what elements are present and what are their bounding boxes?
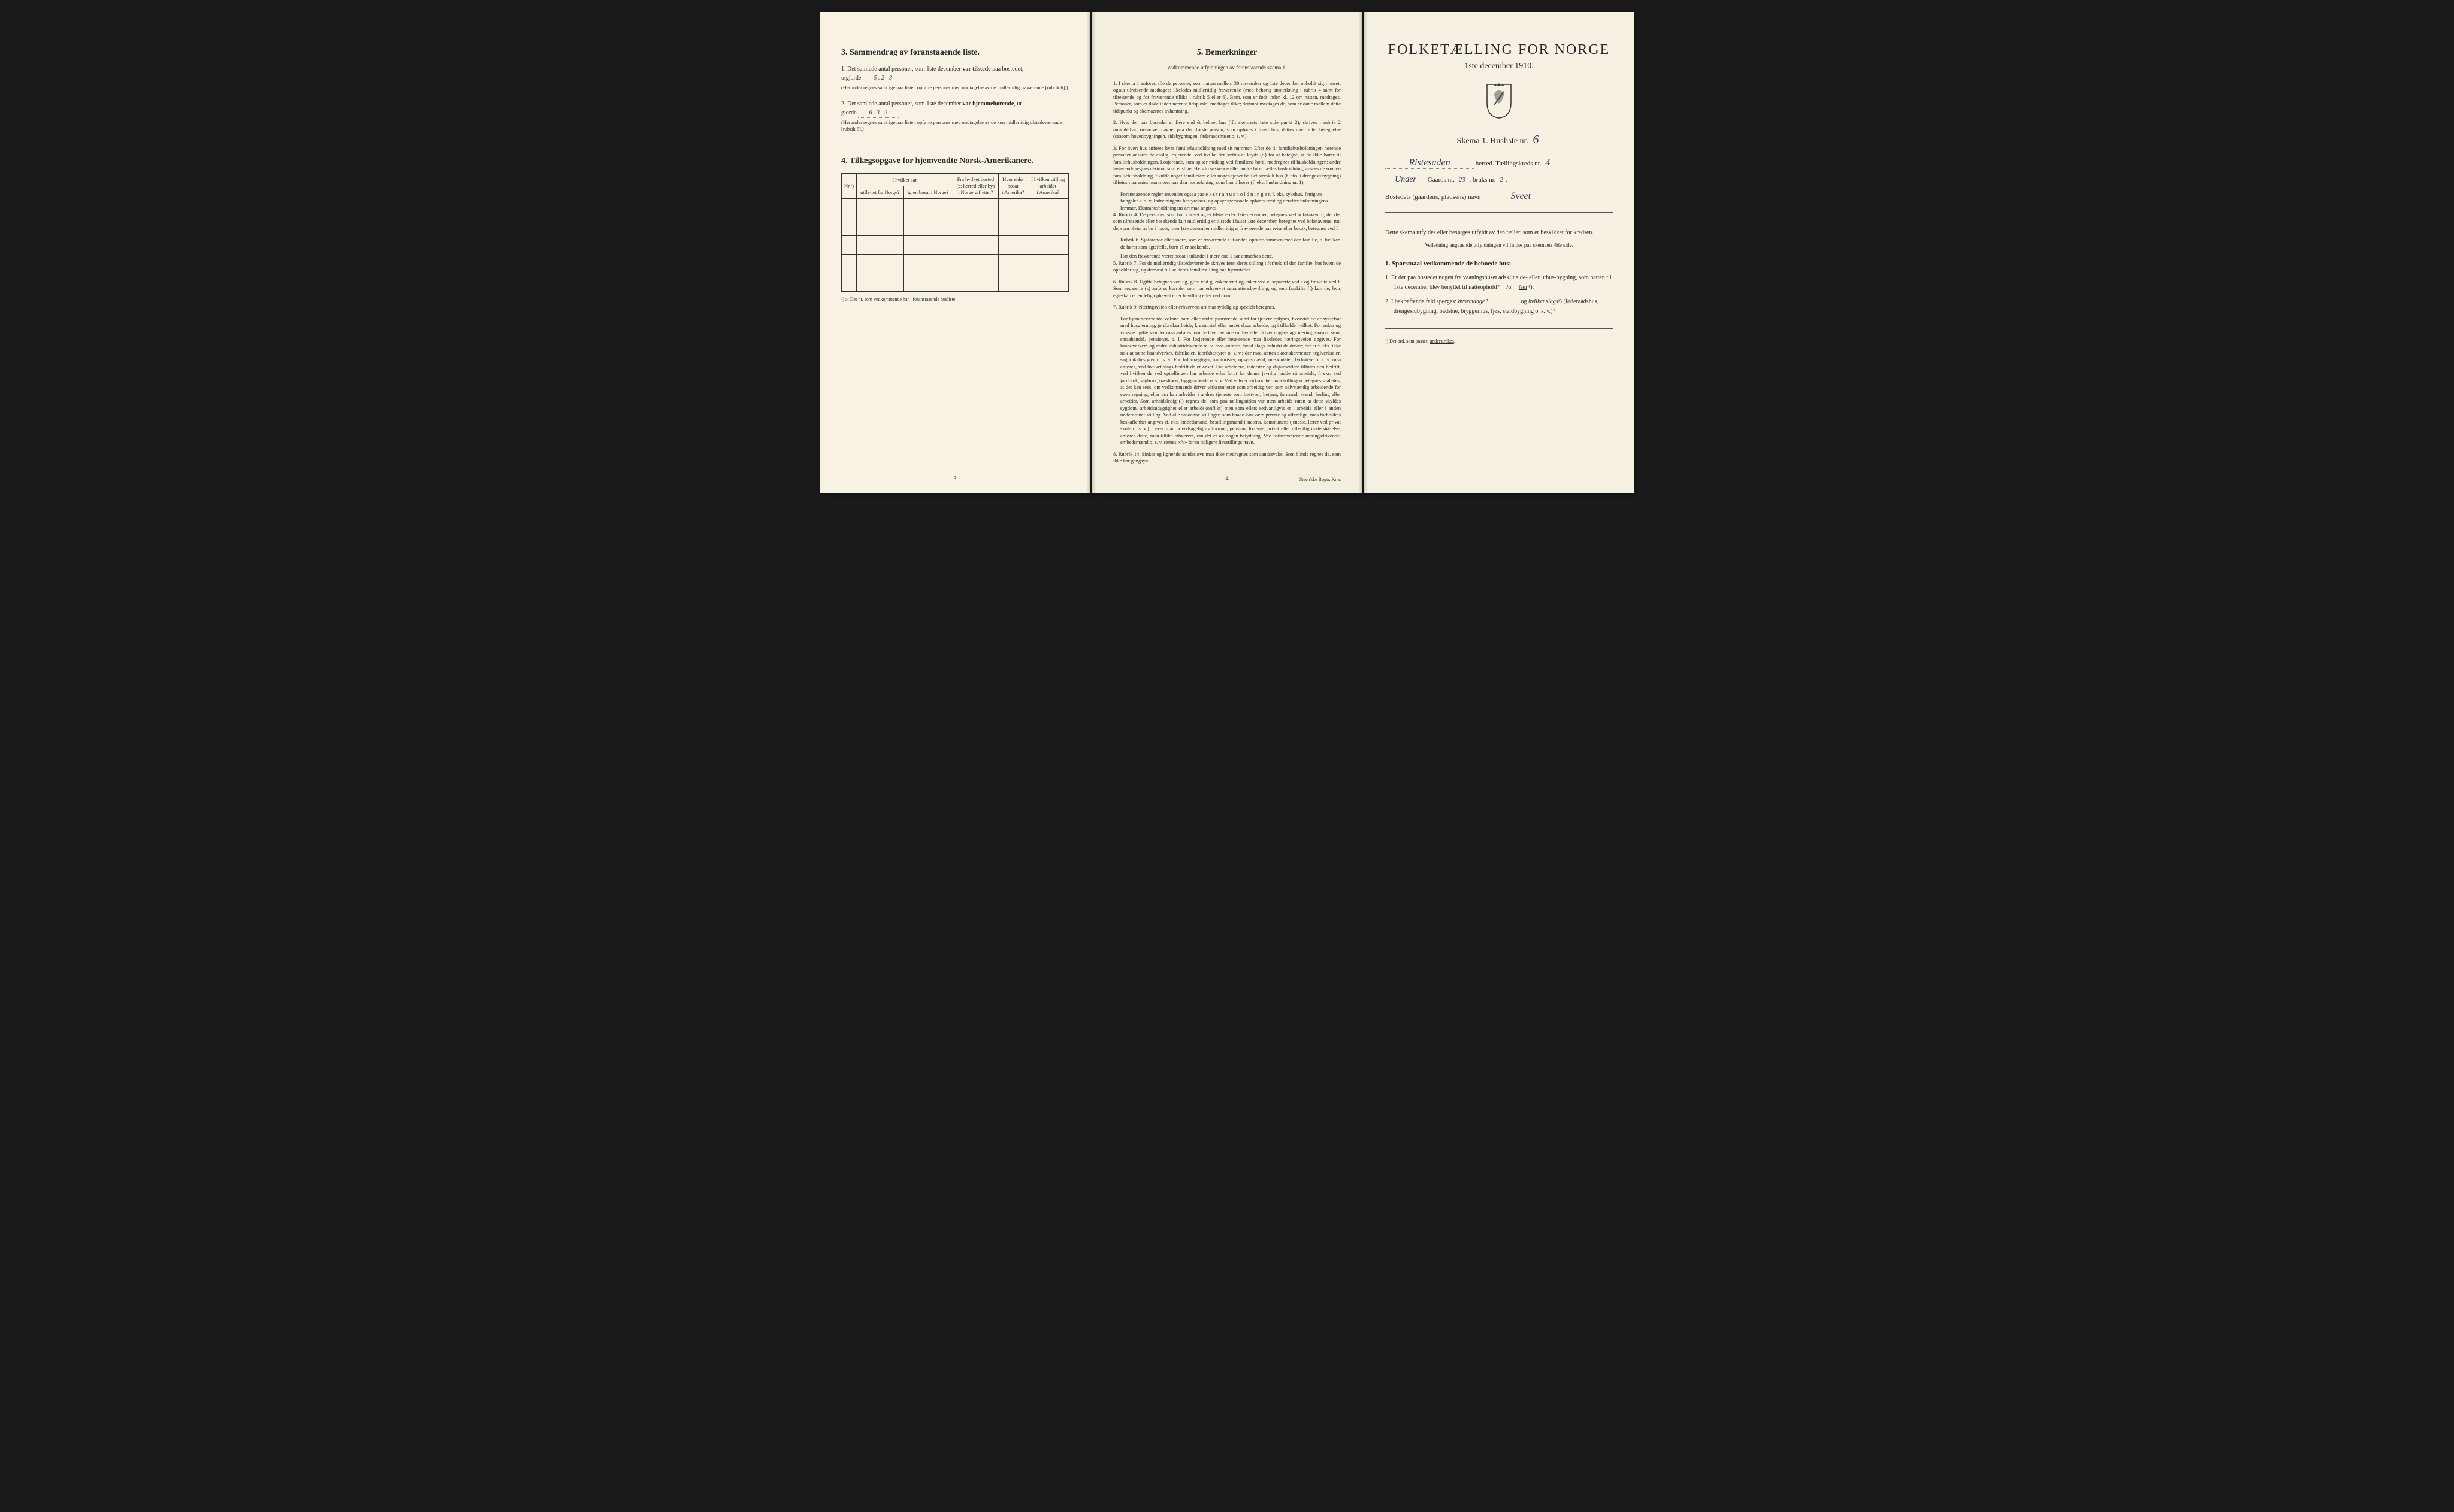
question-1: 1. Er der paa bostedet nogen fra vaaning…: [1394, 273, 1613, 292]
remark-item: 6. Rubrik 8. Ugifte betegnes ved ug, gif…: [1113, 279, 1341, 299]
remark-sub: Foranstaaende regler anvendes ogsaa paa …: [1120, 191, 1341, 211]
th-from-l3: i Norge utflyttet?: [958, 189, 993, 195]
remark-item: 1. I skema 1 anføres alle de personer, s…: [1113, 80, 1341, 114]
page-center: 5. Bemerkninger vedkommende utfyldningen…: [1092, 12, 1362, 493]
section-5-subtitle: vedkommende utfyldningen av foranstaaend…: [1113, 65, 1341, 71]
gaards-label: Gaards nr.: [1428, 176, 1455, 183]
th-pos-l1: I hvilken stilling: [1031, 176, 1065, 182]
item1-line2-prefix: utgjorde: [841, 75, 863, 81]
table-footnote: ¹) ɔ: Det nr. som vedkommende har i fora…: [841, 297, 1069, 302]
divider: [1385, 328, 1613, 329]
th-year-out: utflyttet fra Norge?: [856, 186, 903, 199]
section-4-title: 4. Tillægsopgave for hjemvendte Norsk-Am…: [841, 156, 1069, 166]
table-row: [842, 273, 1069, 292]
page-fold-left: [1092, 12, 1096, 493]
item2-bold: var hjemmehørende: [962, 101, 1014, 107]
norwegian-coat-of-arms-icon: [1385, 82, 1613, 121]
item2-text-b: , ut-: [1014, 101, 1023, 107]
th-where-l3: i Amerika?: [1002, 189, 1024, 195]
footnote-underline: understrekes: [1430, 338, 1453, 344]
instruction-text: Dette skema utfyldes eller besørges utfy…: [1385, 228, 1613, 237]
section-5-title: 5. Bemerkninger: [1113, 48, 1341, 58]
item1-handwritten-value: 5 . 2 - 3: [863, 74, 903, 83]
summary-item-2: 2. Det samlede antal personer, som 1ste …: [841, 99, 1069, 132]
th-where-l2: bosat: [1008, 183, 1019, 189]
item1-paren-note: (Herunder regnes samtlige paa listen opf…: [841, 84, 1069, 91]
table-row: [842, 236, 1069, 255]
bosted-line: Bostedets (gaardens, pladsens) navn Svee…: [1385, 191, 1613, 202]
bruks-nr-value: 2: [1497, 176, 1506, 183]
census-main-title: FOLKETÆLLING FOR NORGE: [1385, 42, 1613, 58]
remark-item: 4. Rubrik 4. De personer, som bor i huse…: [1113, 211, 1341, 232]
item2-text-a: 2. Det samlede antal personer, som 1ste …: [841, 101, 962, 107]
page-number: 4: [1226, 476, 1229, 482]
instruction-sub-text: Veiledning angaaende utfyldningen vil fi…: [1385, 242, 1613, 248]
remark-item: 8. Rubrik 14. Sinker og lignende aandssl…: [1113, 451, 1341, 465]
item1-text-a: 1. Det samlede antal personer, som 1ste …: [841, 66, 962, 72]
page-right: FOLKETÆLLING FOR NORGE 1ste december 191…: [1364, 12, 1634, 493]
page-number: 3: [954, 476, 957, 482]
th-pos-l2: arbeidet: [1040, 183, 1056, 189]
th-where-l1: Hvor sidst: [1002, 176, 1023, 182]
th-position: I hvilken stilling arbeidet i Amerika?: [1027, 174, 1069, 199]
summary-item-1: 1. Det samlede antal personer, som 1ste …: [841, 65, 1069, 91]
husliste-nr-value: 6: [1530, 133, 1541, 146]
table-row: [842, 199, 1069, 217]
section-3-title: 3. Sammendrag av foranstaaende liste.: [841, 48, 1069, 58]
item1-text-b: paa bostedet,: [991, 66, 1024, 72]
remark-extra: For hjemmeværende voksne barn eller andr…: [1120, 316, 1341, 446]
page-left: 3. Sammendrag av foranstaaende liste. 1.…: [820, 12, 1090, 493]
q1-nei: Nei: [1519, 284, 1527, 291]
gaards-line: Under Gaards nr. 23 , bruks nr. 2.: [1385, 175, 1613, 185]
q1-ja: Ja.: [1506, 284, 1513, 291]
item2-line2-prefix: gjorde: [841, 110, 858, 116]
th-from: Fra hvilket bosted (ɔ: herred eller by) …: [953, 174, 998, 199]
kreds-nr-value: 4: [1543, 158, 1552, 168]
herred-label: herred. Tællingskreds nr.: [1476, 160, 1542, 167]
page-fold: [1086, 12, 1090, 493]
th-from-l2: (ɔ: herred eller by): [957, 183, 995, 189]
item2-handwritten-value: 6 . 3 - 3: [858, 108, 899, 118]
th-nr: Nr.¹): [842, 174, 857, 199]
bruks-label: , bruks nr.: [1469, 176, 1495, 183]
q2-hvilket: hvilket slags: [1528, 298, 1558, 305]
item1-bold: var tilstede: [962, 66, 990, 72]
q2-hvormange: hvormange?: [1458, 298, 1488, 305]
table-row: [842, 217, 1069, 236]
page-fold: [1364, 12, 1368, 493]
item2-paren-note: (Herunder regnes samtlige paa listen opf…: [841, 119, 1069, 132]
remark-item: 3. For hvert hus anføres hver familiehus…: [1113, 145, 1341, 186]
printer-credit: Steen'ske Bogtr. Kr.a.: [1299, 477, 1341, 482]
page3-footnote: ¹) Det ord, som passer, understrekes.: [1385, 338, 1613, 344]
th-from-l1: Fra hvilket bosted: [957, 176, 994, 182]
remarks-list: 1. I skema 1 anføres alle de personer, s…: [1113, 80, 1341, 464]
herred-line: Ristesaden herred. Tællingskreds nr. 4: [1385, 158, 1613, 169]
page-fold-right: [1358, 12, 1362, 493]
bosted-label: Bostedets (gaardens, pladsens) navn: [1385, 193, 1480, 201]
th-year: I hvilket aar: [856, 174, 953, 186]
under-value: Under: [1385, 175, 1426, 185]
table-row: [842, 255, 1069, 273]
herred-value: Ristesaden: [1385, 158, 1474, 169]
skema-line: Skema 1. Husliste nr. 6: [1385, 133, 1613, 147]
appendix-table: Nr.¹) I hvilket aar Fra hvilket bosted (…: [841, 173, 1069, 292]
remark-item: 5. Rubrik 7. For de midlertidig tilstede…: [1113, 260, 1341, 274]
question-section-heading: 1. Spørsmaal vedkommende de beboede hus:: [1385, 260, 1613, 267]
remark-item: 7. Rubrik 9. Næringsveien eller erhverve…: [1113, 304, 1341, 310]
divider: [1385, 212, 1613, 213]
gaards-nr-value: 23: [1456, 176, 1468, 183]
th-pos-l3: i Amerika?: [1036, 189, 1059, 195]
skema-label: Skema 1. Husliste nr.: [1457, 137, 1528, 146]
th-year-back: igjen bosat i Norge?: [903, 186, 953, 199]
remark-item: 2. Hvis der paa bostedet er flere end ét…: [1113, 119, 1341, 140]
th-where: Hvor sidst bosat i Amerika?: [999, 174, 1027, 199]
remark-sub: Har den fraværende været bosat i utlande…: [1120, 253, 1341, 259]
census-date: 1ste december 1910.: [1385, 62, 1613, 71]
question-2: 2. I bekræftende fald spørges: hvormange…: [1394, 297, 1613, 316]
appendix-tbody: [842, 199, 1069, 292]
remark-sub: Rubrik 6. Sjøfarende eller andre, som er…: [1120, 237, 1341, 250]
bosted-value: Sveet: [1482, 191, 1559, 202]
